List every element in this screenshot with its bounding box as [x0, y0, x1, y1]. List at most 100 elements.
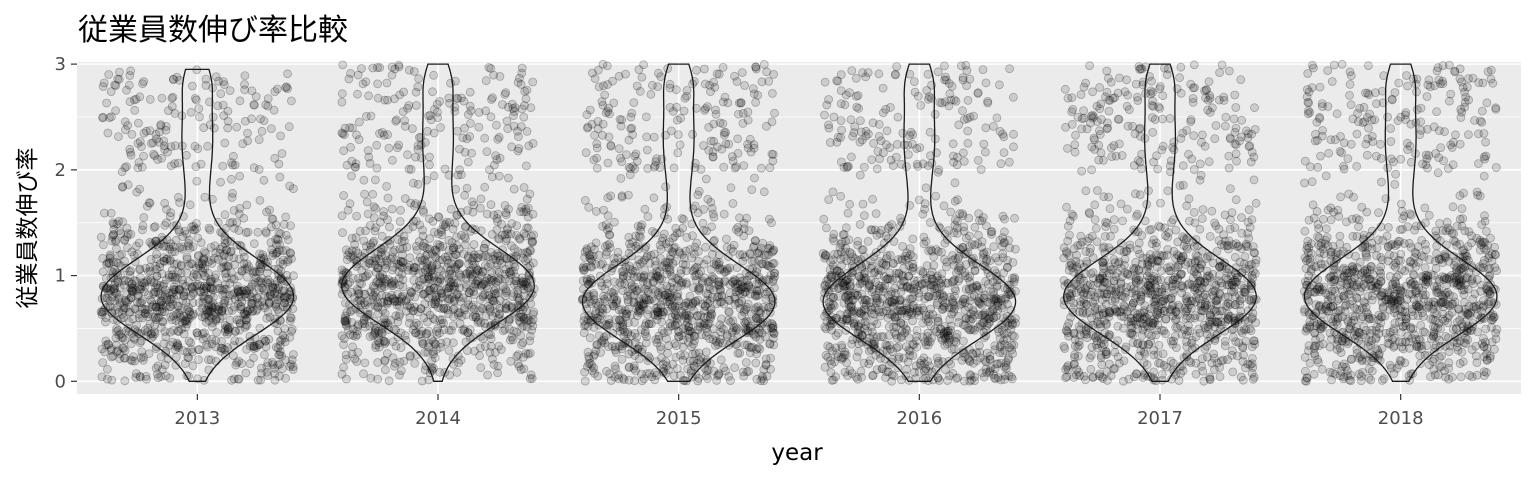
data-point — [228, 290, 238, 300]
data-point — [107, 266, 117, 276]
data-point — [136, 142, 146, 152]
data-point — [717, 323, 726, 333]
data-point — [755, 334, 765, 344]
data-point — [373, 326, 383, 336]
data-point — [339, 130, 349, 140]
data-point — [289, 271, 298, 281]
data-point — [424, 214, 434, 224]
data-point — [820, 77, 830, 87]
data-point — [759, 376, 769, 386]
data-point — [139, 212, 149, 222]
data-point — [259, 350, 269, 360]
data-point — [98, 253, 108, 263]
data-point — [874, 69, 884, 79]
data-point — [981, 123, 991, 133]
data-point — [629, 298, 639, 308]
data-point — [494, 132, 504, 142]
data-point — [1007, 340, 1016, 350]
data-point — [491, 284, 501, 294]
data-point — [228, 188, 238, 198]
data-point — [272, 247, 282, 257]
data-point — [273, 305, 283, 314]
data-point — [661, 182, 670, 192]
data-point — [207, 322, 217, 332]
data-point — [357, 64, 366, 73]
data-point — [614, 71, 624, 81]
data-point — [206, 284, 216, 294]
data-point — [223, 343, 233, 352]
data-point — [418, 225, 427, 235]
data-point — [918, 159, 928, 169]
data-point — [503, 173, 513, 183]
data-point — [918, 318, 928, 328]
data-point — [682, 310, 691, 320]
data-point — [174, 308, 184, 318]
data-point — [219, 249, 229, 259]
data-point — [221, 261, 231, 271]
data-point — [278, 255, 288, 265]
data-point — [243, 307, 253, 317]
data-point — [212, 327, 222, 337]
data-point — [476, 363, 486, 373]
data-point — [845, 316, 854, 326]
data-point — [456, 93, 466, 103]
data-point — [460, 147, 470, 157]
data-point — [193, 233, 203, 243]
data-point — [592, 143, 602, 153]
data-point — [745, 342, 754, 352]
data-point — [195, 307, 205, 317]
data-point — [135, 184, 145, 194]
data-point — [259, 285, 269, 295]
data-point — [106, 284, 116, 294]
data-point — [119, 353, 129, 363]
data-point — [923, 69, 933, 79]
data-point — [601, 108, 611, 118]
data-point — [222, 322, 232, 332]
data-point — [522, 194, 532, 204]
data-point — [657, 317, 667, 327]
data-point — [204, 300, 213, 310]
data-point — [273, 284, 283, 294]
data-point — [896, 309, 906, 319]
data-point — [136, 336, 146, 346]
data-point — [703, 365, 713, 375]
data-point — [741, 304, 751, 314]
data-point — [1144, 186, 1153, 196]
data-point — [1001, 294, 1010, 304]
data-point — [429, 70, 439, 80]
data-point — [150, 312, 160, 322]
data-point — [254, 267, 264, 276]
data-point — [629, 98, 639, 107]
data-point — [172, 309, 181, 319]
data-point — [413, 82, 423, 92]
data-point — [701, 242, 710, 252]
data-point — [192, 224, 201, 234]
data-point — [926, 321, 936, 331]
data-point — [168, 272, 177, 282]
data-point — [642, 145, 652, 155]
data-point — [354, 117, 364, 127]
data-point — [122, 223, 132, 233]
data-point — [148, 241, 158, 251]
data-point — [130, 257, 140, 267]
data-point — [722, 330, 732, 340]
data-point — [270, 87, 280, 96]
data-point — [132, 320, 142, 330]
data-point — [115, 250, 124, 260]
data-point — [160, 360, 170, 370]
data-point — [482, 147, 492, 157]
data-point — [182, 319, 192, 329]
data-point — [436, 123, 445, 132]
data-point — [878, 283, 888, 293]
data-point — [513, 146, 523, 156]
data-point — [174, 225, 184, 235]
data-point — [120, 346, 130, 355]
data-point — [414, 320, 423, 330]
data-point — [941, 326, 951, 336]
data-point — [937, 269, 947, 279]
data-point — [162, 293, 172, 303]
chart-title: 従業員数伸び率比較 — [78, 13, 348, 48]
data-point — [502, 116, 512, 126]
data-point — [231, 326, 240, 336]
